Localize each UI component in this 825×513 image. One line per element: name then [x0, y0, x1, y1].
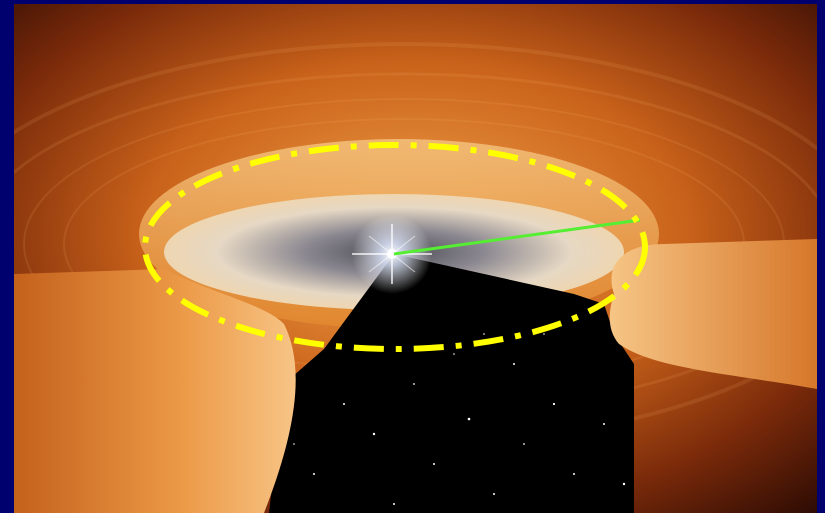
- background-stars: [293, 333, 626, 505]
- disk-scene-svg: [14, 4, 817, 513]
- gap-outline-ellipse: [142, 142, 648, 352]
- central-star: [352, 214, 432, 294]
- left-disk-cliff: [14, 269, 296, 513]
- radius-line: [393, 218, 641, 256]
- cutaway-space: [269, 254, 634, 513]
- disk-illustration: [14, 4, 817, 513]
- right-disk-cliff: [609, 239, 817, 389]
